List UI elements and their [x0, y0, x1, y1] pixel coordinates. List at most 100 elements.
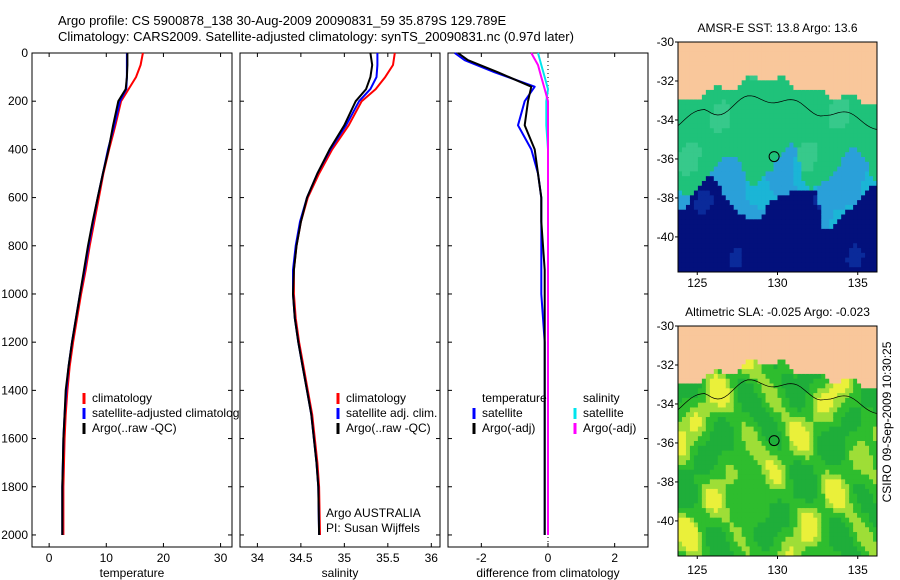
map-cell: [801, 455, 806, 461]
map-cell: [813, 335, 818, 341]
map-cell: [769, 330, 775, 337]
map-cell: [729, 190, 735, 196]
map-cell: [813, 397, 818, 404]
map-cell: [741, 417, 747, 423]
map-cell: [729, 75, 735, 81]
map-cell: [817, 248, 822, 254]
map-cell: [765, 431, 771, 437]
map-cell: [829, 436, 834, 442]
map-cell: [713, 388, 719, 394]
map-cell: [813, 80, 818, 86]
map-cell: [729, 99, 735, 105]
map-cell: [817, 142, 822, 148]
map-cell: [753, 426, 759, 432]
map-cell: [873, 161, 878, 168]
map-cell: [753, 503, 759, 509]
map-cell: [789, 157, 794, 163]
map-cell: [705, 330, 711, 337]
map-cell: [861, 257, 866, 263]
map-cell: [849, 248, 854, 254]
map-cell: [741, 219, 747, 225]
map-cell: [777, 94, 782, 100]
map-cell: [761, 402, 767, 408]
map-cell: [689, 436, 695, 442]
map-cell: [721, 219, 727, 225]
map-cell: [737, 80, 743, 86]
map-cell: [761, 257, 767, 263]
map-cell: [769, 417, 775, 423]
map-cell: [801, 113, 806, 120]
map-cell: [861, 113, 866, 120]
map-cell: [721, 426, 727, 432]
map-cell: [873, 464, 878, 471]
map-cell: [765, 354, 771, 361]
map-cell: [817, 551, 822, 557]
map-cell: [825, 335, 830, 341]
map-cell: [773, 469, 778, 476]
map-cell: [729, 142, 735, 148]
map-cell: [749, 402, 755, 408]
map-cell: [777, 488, 782, 495]
map-cell: [873, 113, 878, 120]
map-cell: [801, 99, 806, 105]
map-cell: [733, 508, 739, 514]
map-cell: [689, 464, 695, 471]
map-cell: [841, 200, 846, 206]
map-cell: [705, 46, 711, 53]
map-cell: [678, 238, 683, 244]
map-cell: [869, 330, 874, 337]
map-cell: [697, 493, 703, 499]
map-cell: [681, 498, 687, 504]
map-cell: [805, 407, 810, 413]
map-cell: [701, 133, 707, 139]
map-cell: [845, 185, 850, 192]
map-cell: [869, 479, 874, 485]
map-cell: [713, 340, 719, 346]
map-cell: [685, 436, 691, 442]
map-cell: [717, 345, 723, 351]
map-cell: [833, 180, 838, 187]
map-cell: [789, 185, 794, 192]
map-cell: [761, 512, 767, 519]
map-cell: [693, 104, 699, 110]
map-cell: [833, 493, 838, 499]
map-cell: [753, 340, 759, 346]
map-cell: [805, 85, 810, 91]
map-cell: [773, 397, 778, 404]
map-cell: [709, 335, 715, 341]
map-cell: [705, 383, 711, 389]
map-cell: [709, 219, 715, 225]
map-cell: [741, 522, 747, 528]
map-cell: [797, 267, 802, 273]
map-cell: [713, 262, 719, 268]
map-cell: [713, 393, 719, 399]
map-cell: [813, 228, 818, 235]
map-cell: [805, 80, 810, 86]
map-cell: [749, 479, 755, 485]
map-cell: [841, 541, 846, 547]
map-cell: [685, 340, 691, 346]
map-cell: [689, 349, 695, 356]
map-cell: [797, 46, 802, 53]
map-cell: [693, 200, 699, 206]
map-cell: [729, 474, 735, 480]
map-cell: [741, 493, 747, 499]
map-cell: [789, 70, 794, 77]
map-cell: [697, 214, 703, 220]
map-cell: [817, 536, 822, 543]
map-cell: [825, 243, 830, 249]
map-cell: [841, 536, 846, 543]
map-cell: [713, 349, 719, 356]
map-cell: [733, 238, 739, 244]
map-cell: [705, 65, 711, 72]
map-cell: [833, 238, 838, 244]
map-cell: [837, 354, 842, 361]
map-cell: [709, 369, 715, 375]
map-cell: [837, 421, 842, 428]
map-cell: [709, 147, 715, 153]
map-cell: [689, 61, 695, 67]
map-cell: [737, 455, 743, 461]
map-cell: [725, 85, 731, 91]
map-cell: [678, 89, 683, 96]
map-cell: [797, 61, 802, 67]
